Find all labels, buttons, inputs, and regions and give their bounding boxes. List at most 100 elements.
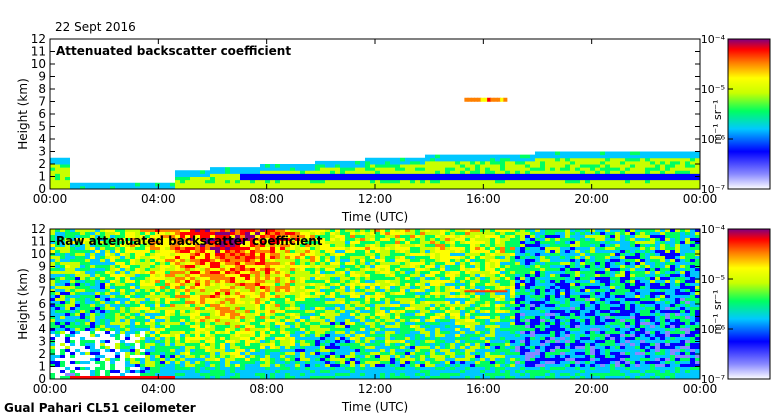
heatmap-cell [60, 370, 65, 373]
heatmap-cell [355, 160, 360, 165]
heatmap-cell [295, 322, 300, 325]
heatmap-cell [80, 241, 85, 244]
heatmap-cell [250, 167, 255, 171]
heatmap-cell [415, 262, 420, 265]
heatmap-cell [350, 358, 355, 361]
heatmap-cell [335, 241, 340, 244]
heatmap-cell [200, 331, 205, 334]
heatmap-cell [225, 313, 230, 316]
heatmap-cell [330, 349, 335, 352]
heatmap-cell [65, 319, 70, 322]
heatmap-cell [270, 307, 275, 310]
heatmap-cell [385, 337, 390, 340]
heatmap-cell [260, 289, 265, 292]
heatmap-cell [385, 173, 390, 177]
heatmap-cell [240, 304, 245, 307]
heatmap-cell [245, 331, 250, 334]
heatmap-cell [215, 322, 220, 325]
heatmap-cell [265, 286, 270, 289]
heatmap-cell [685, 157, 690, 162]
heatmap-cell [115, 346, 120, 349]
heatmap-cell [190, 367, 195, 370]
heatmap-cell [65, 373, 70, 376]
heatmap-cell [295, 170, 300, 174]
heatmap-cell [365, 298, 370, 301]
heatmap-cell [410, 280, 415, 283]
heatmap-cell [370, 244, 375, 247]
heatmap-cell [200, 340, 205, 343]
heatmap-cell [295, 176, 300, 181]
heatmap-cell [220, 179, 225, 184]
heatmap-cell [385, 160, 390, 165]
heatmap-cell [655, 164, 660, 168]
heatmap-cell [405, 361, 410, 364]
heatmap-cell [325, 316, 330, 319]
heatmap-cell [280, 307, 285, 310]
heatmap-cell [300, 361, 305, 364]
heatmap-cell [100, 325, 105, 328]
heatmap-cell [325, 167, 330, 171]
heatmap-cell [130, 355, 135, 358]
heatmap-cell [655, 170, 660, 174]
heatmap-cell [400, 322, 405, 325]
heatmap-cell [325, 364, 330, 367]
heatmap-cell [190, 334, 195, 337]
heatmap-cell [140, 298, 145, 301]
heatmap-cell [600, 160, 605, 165]
heatmap-cell [170, 355, 175, 358]
colorbar-tick-label: 10⁻⁵ [701, 83, 725, 96]
heatmap-cell [385, 268, 390, 271]
heatmap-cell [135, 295, 140, 298]
heatmap-cell [360, 310, 365, 313]
heatmap-cell [390, 250, 395, 253]
heatmap-cell [455, 179, 460, 184]
heatmap-cell [100, 286, 105, 289]
heatmap-cell [425, 292, 430, 295]
heatmap-cell [280, 179, 285, 184]
heatmap-cell [140, 268, 145, 271]
heatmap-cell [335, 283, 340, 286]
heatmap-cell [285, 355, 290, 358]
heatmap-cell [75, 295, 80, 298]
heatmap-cell [275, 167, 280, 171]
heatmap-cell [180, 322, 185, 325]
heatmap-cell [215, 307, 220, 310]
heatmap-cell [155, 313, 160, 316]
heatmap-cell [660, 164, 665, 168]
heatmap-cell [385, 235, 390, 238]
heatmap-cell [90, 337, 95, 340]
heatmap-cell [385, 176, 390, 181]
heatmap-cell [300, 241, 305, 244]
heatmap-cell [390, 268, 395, 271]
heatmap-cell [380, 185, 385, 189]
heatmap-cell [370, 274, 375, 277]
heatmap-cell [240, 373, 245, 376]
heatmap-cell [315, 352, 320, 355]
heatmap-cell [310, 164, 315, 168]
heatmap-cell [165, 283, 170, 286]
heatmap-cell [580, 164, 585, 168]
heatmap-cell [65, 271, 70, 274]
heatmap-cell [425, 298, 430, 301]
heatmap-cell [195, 358, 200, 361]
heatmap-cell [340, 358, 345, 361]
heatmap-cell [165, 247, 170, 250]
heatmap-cell [460, 173, 465, 177]
heatmap-cell [265, 265, 270, 268]
heatmap-cell [250, 340, 255, 343]
heatmap-cell [385, 352, 390, 355]
heatmap-cell [405, 241, 410, 244]
heatmap-cell [190, 274, 195, 277]
heatmap-cell [105, 376, 110, 379]
heatmap-cell [255, 304, 260, 307]
heatmap-cell [265, 310, 270, 313]
heatmap-cell [190, 271, 195, 274]
heatmap-cell [390, 331, 395, 334]
heatmap-cell [235, 325, 240, 328]
heatmap-cell [270, 259, 275, 262]
heatmap-cell [400, 268, 405, 271]
heatmap-cell [350, 331, 355, 334]
heatmap-cell [135, 241, 140, 244]
heatmap-cell [50, 268, 55, 271]
heatmap-cell [315, 280, 320, 283]
